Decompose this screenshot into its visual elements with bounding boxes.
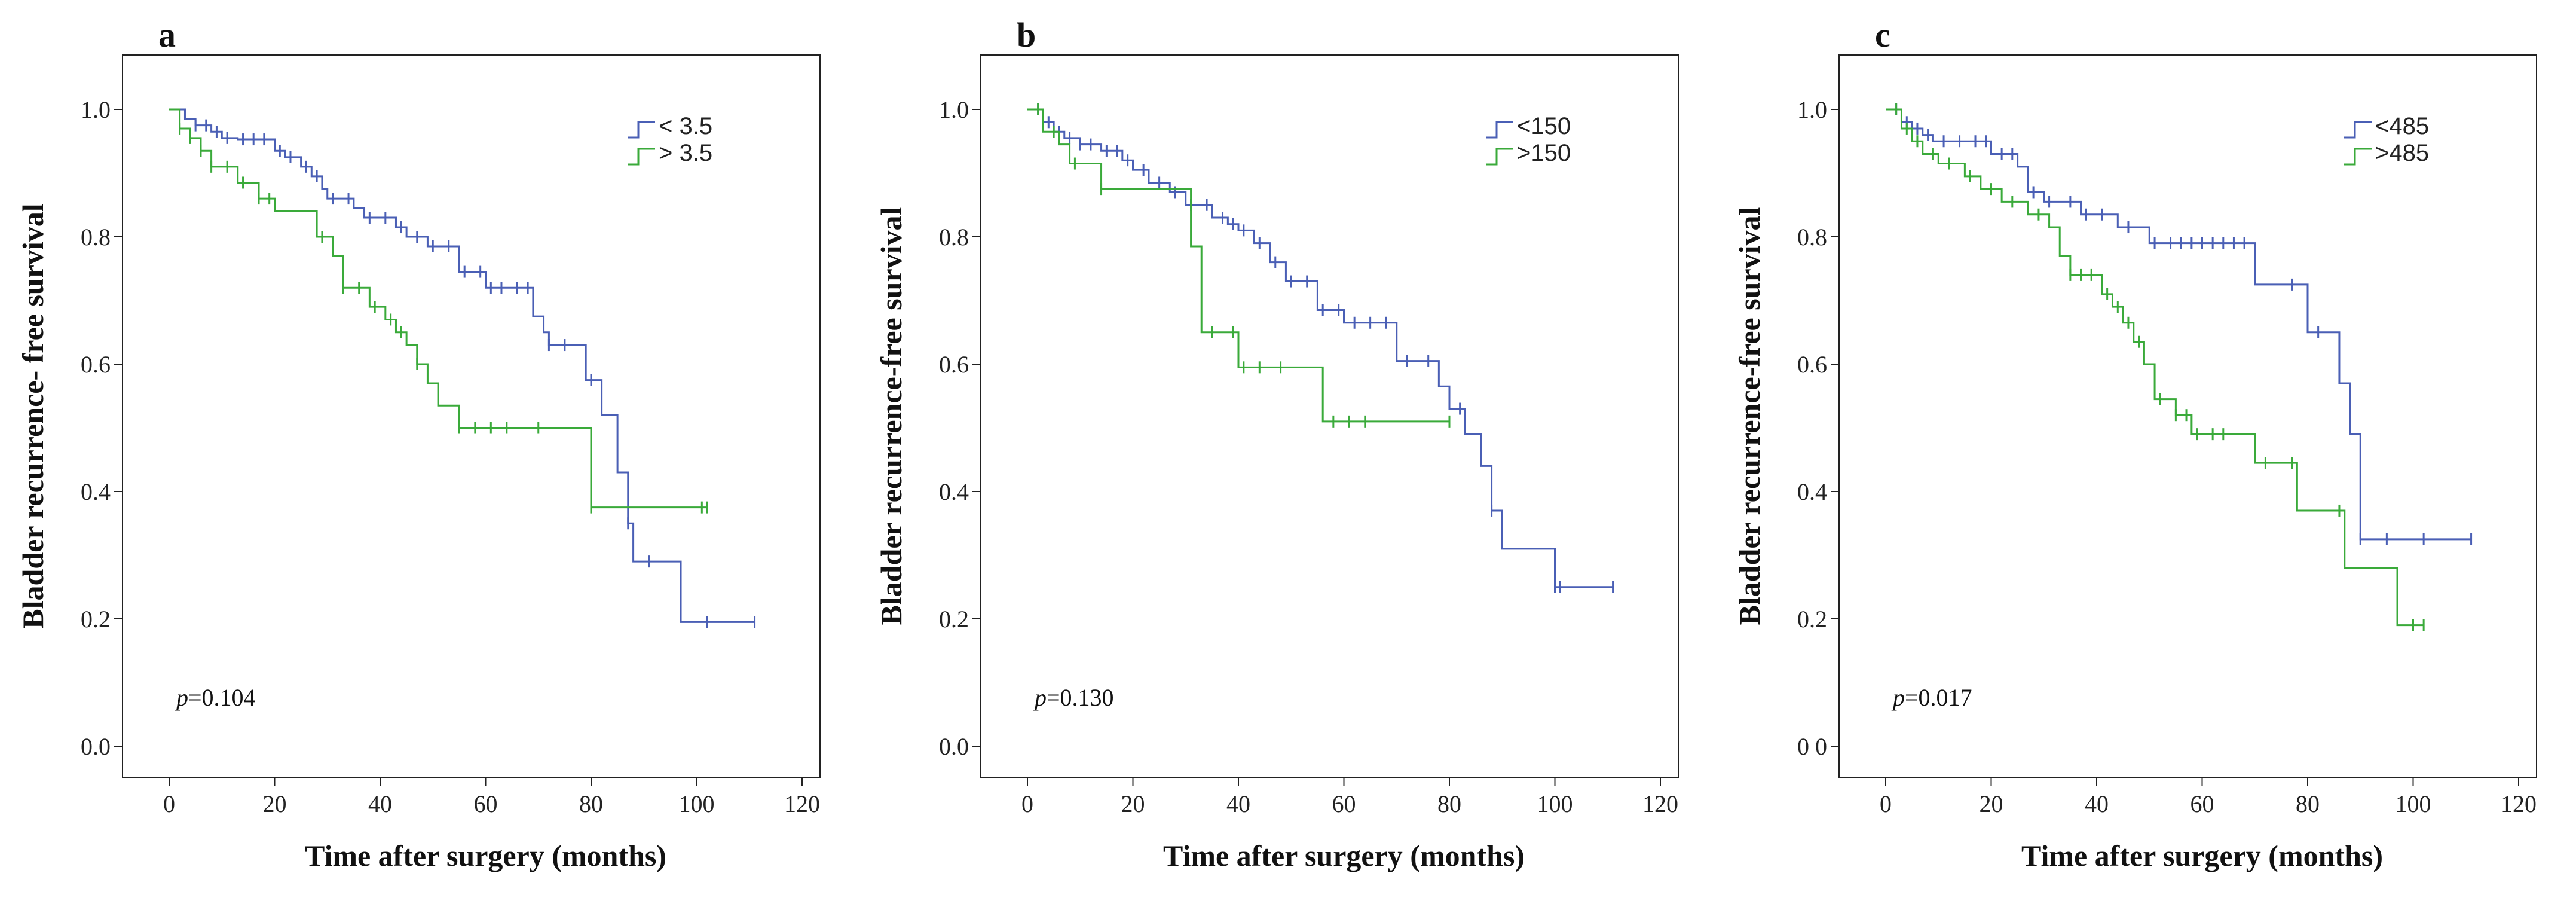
legend-swatch (628, 121, 655, 139)
y-axis-title: Bladder recurrence-free survival (1733, 207, 1766, 625)
x-tick-label: 40 (1226, 790, 1250, 817)
x-tick-label: 100 (679, 790, 715, 817)
x-tick-label: 60 (474, 790, 498, 817)
legend-swatch (2344, 121, 2372, 139)
x-tick-label: 40 (2085, 790, 2109, 817)
x-tick-label: 80 (579, 790, 603, 817)
legend-label: > 3.5 (659, 140, 712, 166)
p-symbol: p (175, 684, 188, 711)
x-tick-label: 0 (163, 790, 175, 817)
km-plot-a: a Bladder recurrence- free survival Time a… (16, 16, 821, 872)
y-tick-label: 0.6 (81, 351, 111, 378)
x-tick-label: 40 (368, 790, 392, 817)
km-panel-c: c Bladder recurrence-free survival Time af… (1717, 0, 2575, 916)
x-axis-title: Time after surgery (months) (1163, 839, 1525, 872)
x-tick-label: 60 (1332, 790, 1356, 817)
legend-label: < 3.5 (659, 113, 712, 139)
y-axis-title: Bladder recurrence-free survival (874, 207, 908, 625)
x-tick-label: 80 (2296, 790, 2320, 817)
legend-label: <150 (1517, 113, 1571, 139)
p-value-annotation: p=0.104 (175, 684, 256, 711)
p-symbol: p (1891, 684, 1905, 711)
x-tick-label: 100 (1537, 790, 1573, 817)
x-tick-label: 120 (784, 790, 820, 817)
legend-label: >485 (2375, 140, 2429, 166)
y-tick-label: 1.0 (939, 96, 969, 123)
p-value: =0.104 (188, 684, 256, 711)
y-tick-label: 0.8 (81, 224, 111, 251)
km-plot-b: b Bladder recurrence-free survival Time af… (874, 16, 1679, 872)
y-tick-label: 0.6 (939, 351, 969, 378)
x-axis-title: Time after surgery (months) (305, 839, 666, 872)
survival-curve-blue (1886, 108, 2471, 541)
y-tick-label: 0.6 (1797, 351, 1827, 378)
x-tick-label: 100 (2396, 790, 2431, 817)
legend-label: >150 (1517, 140, 1571, 166)
survival-curve-green (169, 108, 708, 509)
survival-curve-blue (1027, 108, 1613, 588)
y-tick-label: 0.0 (81, 733, 111, 760)
y-tick-label: 0.4 (939, 478, 969, 505)
panel-label: b (1017, 16, 1036, 54)
y-tick-label: 0 0 (1797, 733, 1827, 760)
survival-curve-blue (169, 108, 755, 623)
plot-frame (122, 54, 821, 778)
x-tick-label: 20 (263, 790, 287, 817)
y-axis-title: Bladder recurrence- free survival (16, 203, 50, 629)
y-tick-label: 0.2 (81, 606, 111, 633)
y-tick-label: 1.0 (1797, 96, 1827, 123)
x-axis-title: Time after surgery (months) (2021, 839, 2383, 872)
p-symbol: p (1033, 684, 1047, 711)
y-tick-label: 1.0 (81, 96, 111, 123)
survival-curve-green (1027, 108, 1449, 423)
legend-label: <485 (2375, 113, 2429, 139)
y-tick-label: 0.2 (939, 606, 969, 633)
p-value: =0.017 (1905, 684, 1972, 711)
x-tick-label: 0 (1880, 790, 1892, 817)
y-tick-label: 0.8 (939, 224, 969, 251)
y-tick-label: 0.4 (81, 478, 111, 505)
plot-frame (980, 54, 1679, 778)
x-tick-label: 0 (1021, 790, 1033, 817)
x-tick-label: 20 (1980, 790, 2003, 817)
panel-label: c (1875, 16, 1890, 54)
km-panel-a: a Bladder recurrence- free survival Time a… (0, 0, 858, 916)
x-tick-label: 20 (1121, 790, 1145, 817)
y-tick-label: 0.4 (1797, 478, 1827, 505)
x-tick-label: 80 (1437, 790, 1461, 817)
p-value: =0.130 (1047, 684, 1114, 711)
x-tick-label: 120 (2501, 790, 2537, 817)
y-tick-label: 0.0 (939, 733, 969, 760)
legend-swatch (1486, 121, 1513, 139)
legend-swatch (1486, 148, 1513, 166)
x-tick-label: 60 (2190, 790, 2214, 817)
y-tick-label: 0.2 (1797, 606, 1827, 633)
x-tick-label: 120 (1642, 790, 1678, 817)
p-value-annotation: p=0.017 (1891, 684, 1972, 711)
legend-swatch (628, 148, 655, 166)
y-tick-label: 0.8 (1797, 224, 1827, 251)
plot-frame (1838, 54, 2537, 778)
survival-curve-green (1886, 108, 2424, 627)
legend-swatch (2344, 148, 2372, 166)
p-value-annotation: p=0.130 (1033, 684, 1114, 711)
km-panel-b: b Bladder recurrence-free survival Time af… (858, 0, 1717, 916)
km-plot-c: c Bladder recurrence-free survival Time af… (1733, 16, 2537, 872)
panel-label: a (158, 16, 176, 54)
